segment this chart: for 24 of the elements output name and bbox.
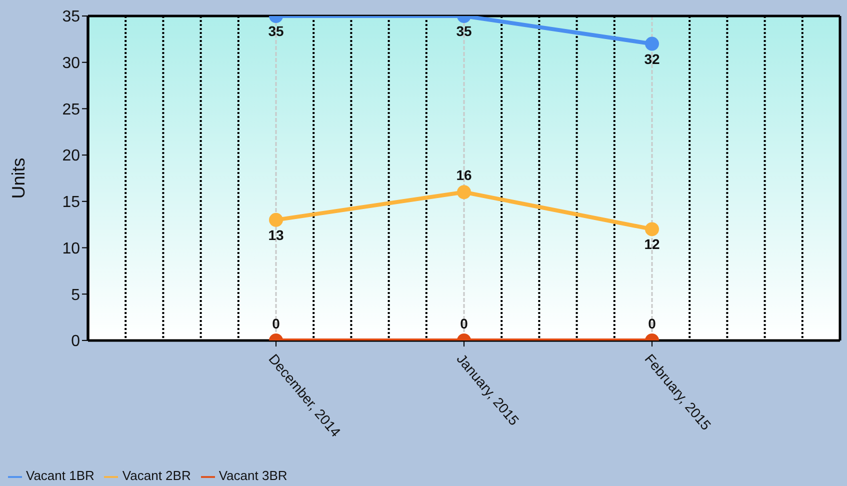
y-tick-label: 30 <box>62 55 80 72</box>
y-tick-label: 25 <box>62 101 80 118</box>
data-label: 0 <box>272 315 280 332</box>
legend-label: Vacant 2BR <box>122 468 191 484</box>
data-label: 35 <box>456 23 472 39</box>
point <box>457 185 471 200</box>
data-label: 0 <box>648 315 656 332</box>
data-label: 0 <box>460 315 468 332</box>
y-tick-label: 20 <box>62 148 80 165</box>
legend-label: Vacant 1BR <box>26 468 94 484</box>
y-tick-label: 35 <box>62 8 80 26</box>
y-tick-label: 5 <box>71 286 80 304</box>
data-label: 12 <box>644 236 660 252</box>
data-label: 32 <box>644 50 660 67</box>
data-label: 35 <box>268 23 284 39</box>
data-label: 16 <box>456 167 472 184</box>
y-tick-label: 15 <box>62 194 80 212</box>
y-tick-label: 0 <box>71 333 80 350</box>
y-axis-title: Units <box>8 158 28 199</box>
point <box>645 222 659 236</box>
y-tick-label: 10 <box>62 240 80 258</box>
data-label: 13 <box>268 226 284 243</box>
legend-label: Vacant 3BR <box>218 468 288 484</box>
point <box>269 212 283 227</box>
